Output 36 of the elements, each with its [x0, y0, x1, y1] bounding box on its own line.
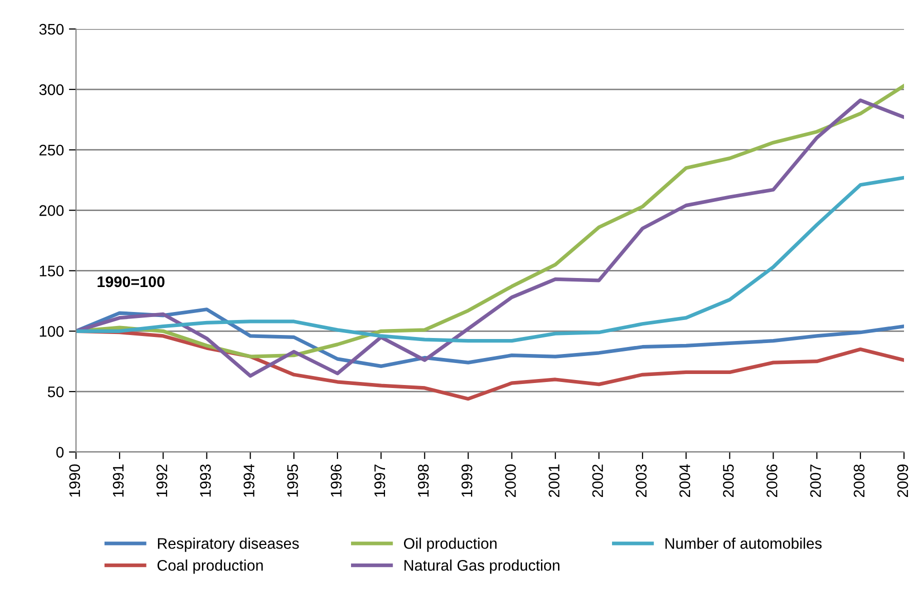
x-tick-label: 1994: [244, 464, 254, 497]
x-tick-label: 1998: [418, 464, 429, 497]
x-tick-label: 2001: [548, 464, 560, 498]
x-tick-label: 1990: [69, 464, 80, 497]
x-tick-label: 1991: [112, 464, 124, 497]
y-tick-label: 300: [39, 84, 64, 96]
x-tick-label: 1995: [287, 464, 298, 497]
legend-label: Natural Gas production: [404, 560, 560, 574]
x-tick-label: 1992: [156, 464, 168, 497]
annotation: 1990=100: [98, 276, 164, 288]
x-tick-label: 2007: [810, 464, 821, 498]
y-tick-label: 50: [48, 386, 64, 398]
x-tick-label: 2003: [636, 464, 647, 498]
y-tick-label: 250: [39, 144, 64, 156]
y-tick-label: 200: [39, 205, 64, 216]
x-tick-label: 1997: [374, 464, 386, 497]
legend-label: Respiratory diseases: [158, 538, 299, 552]
x-tick-label: 2002: [592, 464, 604, 498]
line-series: [76, 176, 904, 343]
x-tick-label: 1999: [461, 464, 472, 497]
y-tick-label: 150: [40, 266, 64, 276]
y-tick-label: 350: [39, 24, 64, 35]
line-series: [76, 308, 904, 368]
legend-label: Number of automobiles: [666, 538, 822, 549]
x-tick-label: 2008: [854, 464, 865, 498]
x-tick-label: 2005: [722, 464, 734, 498]
legend-label: Coal production: [158, 560, 263, 574]
x-tick-label: 1993: [200, 464, 211, 497]
x-tick-label: 1996: [330, 464, 342, 497]
x-tick-label: 2004: [679, 464, 690, 498]
y-tick-label: 0: [56, 446, 64, 458]
x-tick-label: 2000: [505, 464, 516, 498]
y-tick-label: 100: [40, 326, 64, 337]
x-tick-label: 2009: [897, 464, 908, 498]
x-tick-label: 2006: [766, 464, 778, 498]
legend-label: Oil production: [404, 538, 497, 552]
